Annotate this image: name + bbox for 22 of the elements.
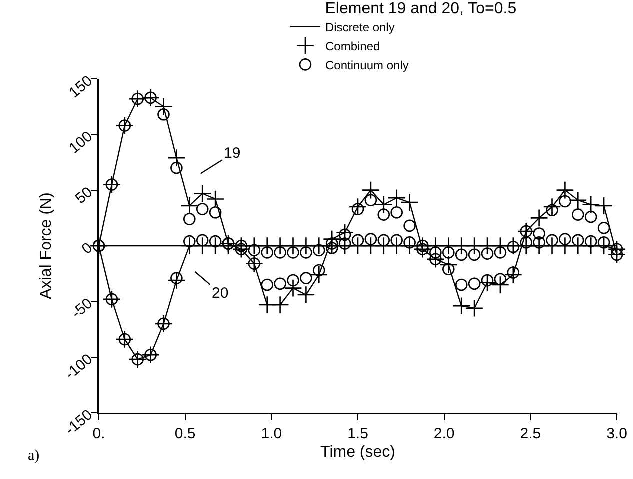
x-tick-label: 3.0 [606,425,628,442]
y-tick-label: -100 [62,350,96,384]
y-tick-label: 0 [78,240,96,258]
x-tick-label: 0.5 [174,425,196,442]
y-axis-title: Axial Force (N) [38,192,56,300]
annotation: 19 [224,145,241,162]
x-axis-title: Time (sec) [320,444,396,461]
y-tick-label: -50 [68,295,96,322]
x-tick-label: 2.0 [434,425,455,442]
x-tick-label: 1.0 [261,425,282,442]
y-tick-label: 50 [72,184,96,208]
legend-label: Continuum only [325,58,409,72]
legend-label: Combined [325,39,380,54]
x-tick-label: 1.5 [348,425,368,442]
text: a) [28,448,40,464]
y-tick-label: 100 [66,128,96,158]
legend-label: Discrete only [325,20,395,34]
chart-title: Element 19 and 20, To=0.5 [325,0,517,18]
x-tick-label: 0. [92,425,106,442]
annotation: 20 [212,285,229,302]
y-tick-label: 150 [66,72,96,102]
x-tick-label: 2.5 [520,425,542,442]
